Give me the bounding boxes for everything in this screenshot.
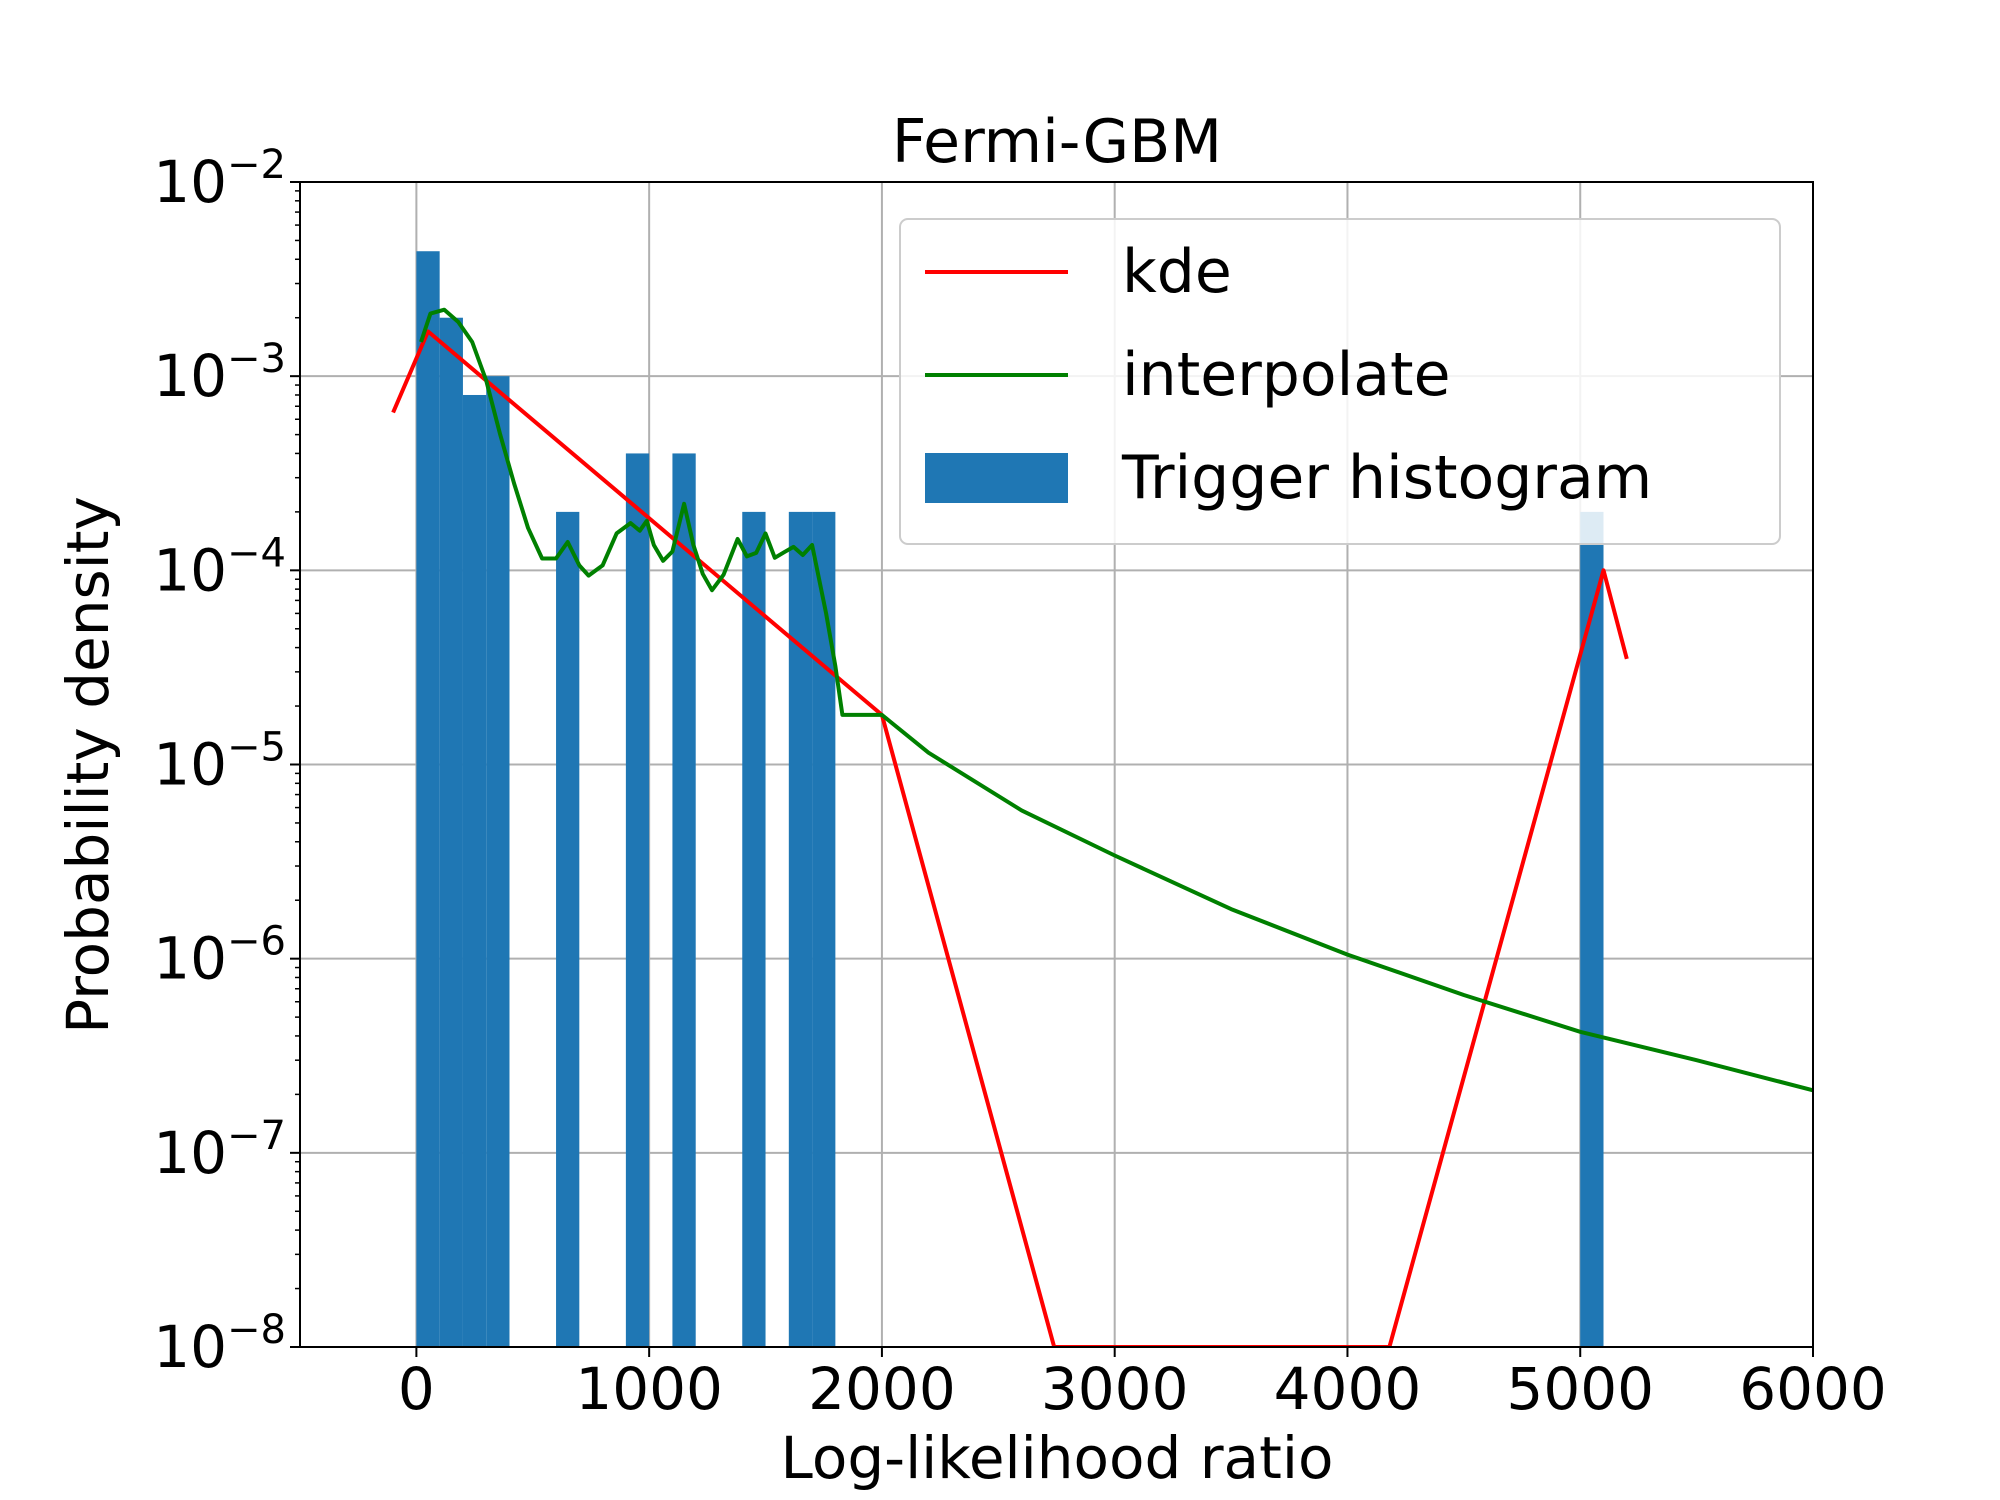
y-tick-label: 10−2 xyxy=(153,142,286,216)
legend-label: interpolate xyxy=(1122,340,1450,410)
x-tick-label: 5000 xyxy=(1506,1355,1654,1423)
y-axis-label: Probability density xyxy=(54,496,122,1034)
histogram-bar xyxy=(625,453,650,1347)
x-tick-label: 3000 xyxy=(1041,1355,1189,1423)
legend-box xyxy=(899,218,1781,545)
x-tick-label: 0 xyxy=(398,1355,435,1423)
histogram-bar xyxy=(788,511,813,1348)
histogram-bar xyxy=(462,394,487,1347)
kde-line xyxy=(391,329,1629,1347)
histogram-bar xyxy=(416,251,440,1347)
chart-title: Fermi-GBM xyxy=(892,107,1222,177)
legend-label: Trigger histogram xyxy=(1121,443,1652,513)
x-tick-label: 1000 xyxy=(575,1355,723,1423)
histogram-bar xyxy=(742,511,766,1348)
x-tick-label: 2000 xyxy=(808,1355,956,1423)
legend-label: kde xyxy=(1122,237,1232,307)
legend-swatch xyxy=(925,453,1068,503)
histogram-bar xyxy=(1580,511,1604,1348)
histogram-bar xyxy=(486,376,510,1348)
y-tick-label: 10−3 xyxy=(153,336,286,410)
histogram-bars xyxy=(416,251,1604,1348)
y-tick-label: 10−5 xyxy=(153,725,286,799)
interpolate-line xyxy=(419,307,1813,1093)
histogram-bar xyxy=(812,511,836,1348)
y-tick-label: 10−7 xyxy=(153,1113,286,1187)
legend: kde interpolate Trigger histogram xyxy=(899,218,1781,545)
histogram-bar xyxy=(439,317,463,1347)
y-tick-label: 10−6 xyxy=(153,919,286,993)
x-tick-label: 6000 xyxy=(1739,1355,1887,1423)
x-tick-label: 4000 xyxy=(1274,1355,1422,1423)
histogram-bar xyxy=(672,453,696,1347)
x-axis-label: Log-likelihood ratio xyxy=(781,1424,1334,1492)
axis-ticks: 0 1000 2000 3000 4000 5000 6000 10−8 10−7 10−6 10−… xyxy=(153,142,1887,1423)
y-tick-label: 10−4 xyxy=(153,530,286,604)
series-lines xyxy=(391,307,1813,1347)
y-tick-label: 10−8 xyxy=(153,1307,286,1381)
histogram-bar xyxy=(556,511,580,1348)
